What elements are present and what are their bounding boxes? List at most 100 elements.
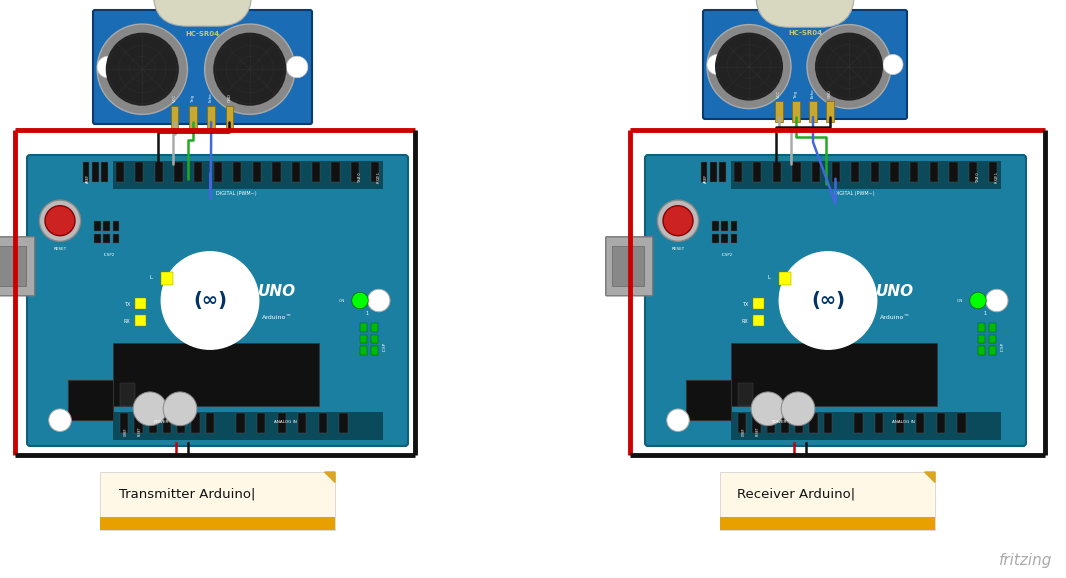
Bar (371, 162, 378, 182)
Circle shape (663, 206, 693, 236)
Circle shape (49, 409, 71, 431)
Bar (792, 162, 801, 182)
Bar (100, 517, 335, 530)
Text: RX: RX (742, 320, 748, 324)
Text: TX: TX (124, 302, 130, 307)
Bar (895, 413, 904, 433)
Bar (685, 380, 730, 420)
Circle shape (970, 292, 986, 309)
Text: Echo: Echo (209, 92, 213, 102)
Text: (∞): (∞) (193, 291, 227, 310)
Bar (233, 162, 241, 182)
Bar (738, 413, 746, 433)
Circle shape (752, 392, 785, 425)
Bar (163, 413, 171, 433)
Bar (120, 383, 135, 406)
Bar (177, 413, 185, 433)
Text: RXØ 1: RXØ 1 (376, 172, 381, 183)
Text: ICSP2: ICSP2 (103, 253, 114, 257)
Text: GND: GND (828, 89, 831, 98)
Text: ANALOG IN: ANALOG IN (274, 420, 296, 424)
Bar (94, 221, 100, 231)
Bar (171, 106, 178, 128)
Text: ICSP2: ICSP2 (721, 253, 732, 257)
Bar (720, 517, 935, 530)
Bar (871, 162, 879, 182)
Bar (738, 383, 753, 406)
Bar (775, 101, 782, 123)
Bar (978, 323, 985, 332)
Bar (875, 413, 883, 433)
Text: ON: ON (339, 298, 345, 302)
Bar (730, 161, 1001, 190)
Bar (311, 162, 320, 182)
Bar (712, 234, 718, 243)
Bar (710, 162, 716, 182)
Bar (766, 413, 775, 433)
Circle shape (97, 56, 118, 78)
Text: AREF: AREF (86, 173, 91, 183)
FancyBboxPatch shape (0, 237, 35, 296)
Bar (809, 413, 818, 433)
Text: ICSP: ICSP (383, 342, 386, 351)
Bar (780, 413, 789, 433)
Bar (612, 246, 644, 286)
Bar (854, 413, 862, 433)
Bar (194, 162, 203, 182)
FancyBboxPatch shape (720, 472, 935, 530)
Bar (113, 412, 383, 440)
Circle shape (163, 392, 197, 425)
FancyBboxPatch shape (93, 10, 312, 124)
Circle shape (133, 392, 167, 425)
Text: POWER: POWER (154, 420, 168, 424)
Bar (721, 234, 728, 243)
Text: RESET: RESET (53, 247, 66, 251)
Bar (92, 162, 99, 182)
Text: 1: 1 (366, 311, 369, 316)
Text: ON: ON (957, 298, 963, 302)
Bar (812, 162, 820, 182)
Bar (978, 346, 985, 355)
Bar (779, 272, 791, 285)
Bar (277, 413, 286, 433)
Bar (191, 413, 199, 433)
Text: AREF: AREF (705, 173, 708, 183)
Bar (206, 413, 214, 433)
Bar (733, 162, 742, 182)
Text: POWER: POWER (772, 420, 787, 424)
Circle shape (779, 252, 876, 349)
Bar (989, 346, 996, 355)
Circle shape (161, 252, 259, 349)
Bar (978, 335, 985, 343)
Text: RESET: RESET (756, 427, 760, 436)
Bar (67, 380, 113, 420)
Bar (155, 162, 163, 182)
Bar (730, 343, 937, 406)
Bar (161, 272, 173, 285)
Text: VCC: VCC (777, 90, 781, 98)
Bar (332, 162, 339, 182)
Text: Arduino™: Arduino™ (262, 315, 293, 320)
Text: Echo: Echo (811, 88, 815, 98)
Text: TXØ 0: TXØ 0 (976, 173, 980, 183)
Bar (103, 234, 110, 243)
Text: RESET: RESET (138, 427, 142, 436)
Bar (134, 413, 143, 433)
Bar (969, 162, 978, 182)
Circle shape (97, 24, 188, 114)
Bar (273, 162, 280, 182)
Circle shape (368, 289, 390, 312)
Bar (773, 162, 781, 182)
Circle shape (715, 32, 784, 101)
Text: Trig: Trig (191, 95, 195, 102)
Bar (175, 162, 182, 182)
Circle shape (658, 200, 698, 242)
Bar (360, 323, 367, 332)
Bar (795, 413, 804, 433)
Bar (113, 221, 119, 231)
Text: Receiver Arduino|: Receiver Arduino| (738, 487, 855, 501)
Circle shape (707, 25, 791, 109)
Text: DIGITAL (PWM~): DIGITAL (PWM~) (216, 191, 257, 196)
Bar (988, 162, 997, 182)
Bar (371, 346, 378, 355)
